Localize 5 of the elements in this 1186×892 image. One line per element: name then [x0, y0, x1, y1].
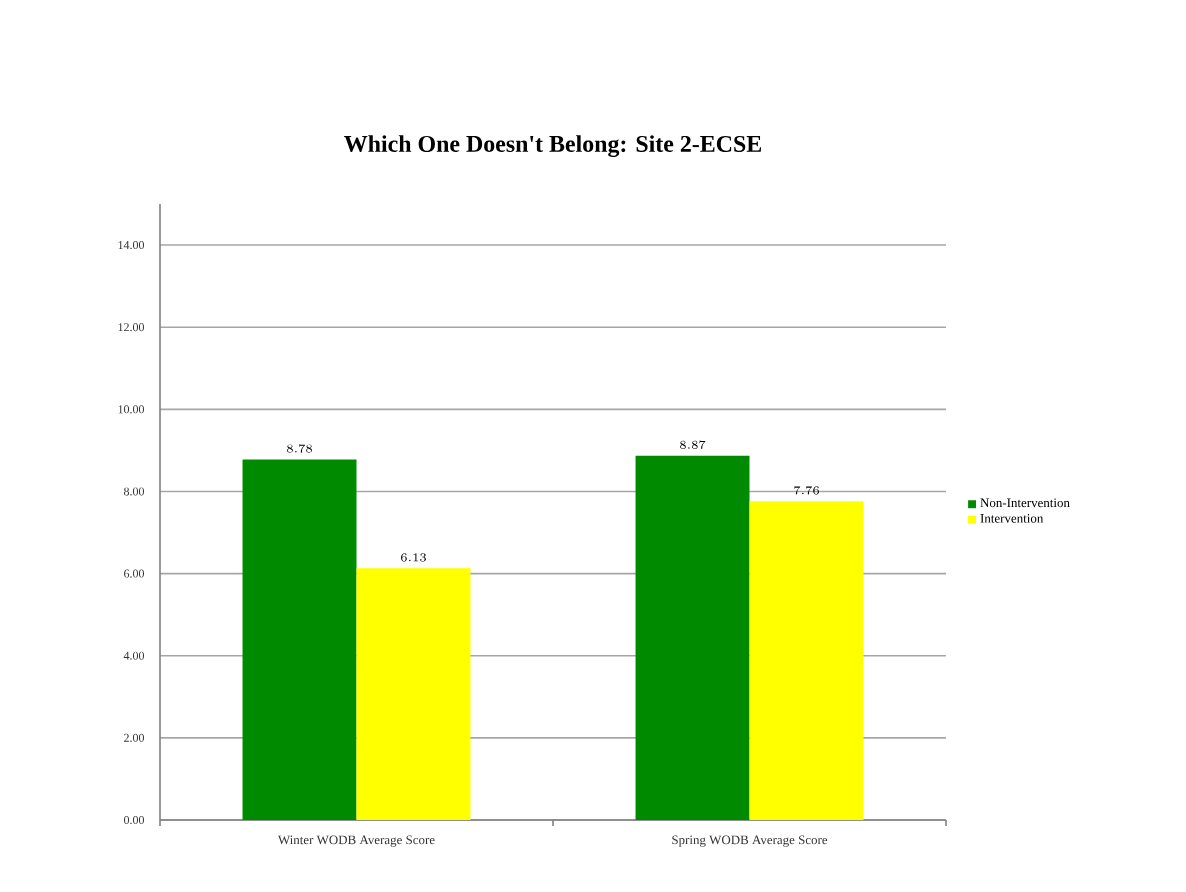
- chart-title: Which One Doesn't Belong: Site 2-ECSE: [344, 135, 761, 158]
- bar: [749, 501, 864, 820]
- bar: [356, 568, 471, 820]
- bar: [635, 455, 750, 820]
- bar: [242, 459, 357, 820]
